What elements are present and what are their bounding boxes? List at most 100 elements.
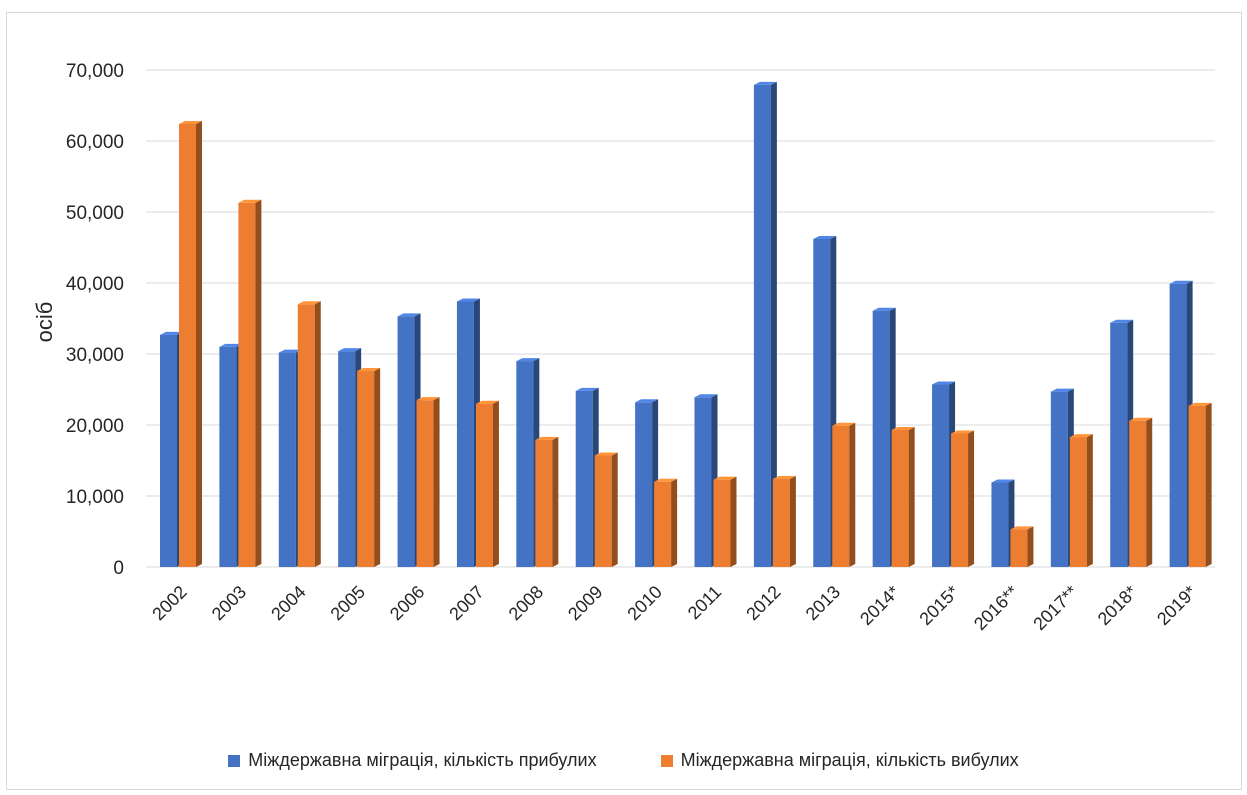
bar-face: [832, 425, 850, 567]
bar-side: [1086, 434, 1093, 567]
bar-departures: [654, 478, 678, 567]
x-tick-label: 2019*: [1153, 582, 1200, 629]
y-tick-label: 30,000: [66, 345, 124, 366]
bar-face: [338, 351, 356, 567]
bar-top: [397, 313, 421, 317]
y-axis-label: осіб: [32, 302, 57, 343]
y-tick-label: 40,000: [66, 274, 124, 295]
bar-top: [891, 426, 915, 430]
bar-top: [179, 120, 202, 124]
x-tick-label: 2002: [148, 582, 190, 624]
bar-top: [297, 301, 321, 305]
bar-departures: [238, 199, 262, 567]
y-tick-label: 50,000: [66, 203, 124, 224]
bar-face: [1188, 405, 1206, 567]
bar-face: [813, 238, 831, 568]
bar-face: [594, 455, 612, 567]
bar-top: [654, 478, 678, 482]
bar-arrivals: [694, 394, 718, 567]
bar-side: [374, 368, 381, 567]
bar-top: [753, 81, 777, 85]
bar-top: [1129, 417, 1153, 421]
bar-face: [397, 316, 415, 567]
bar-face: [753, 84, 771, 567]
bar-face: [635, 402, 653, 567]
bar-face: [1010, 529, 1028, 567]
bar-departures: [772, 475, 796, 567]
y-tick-label: 0: [113, 558, 124, 579]
bar-side: [789, 475, 796, 567]
legend-swatch-departures: [660, 754, 673, 767]
bar-top: [1050, 388, 1074, 392]
bar-top: [951, 430, 975, 434]
bar-departures: [416, 397, 440, 567]
bars: [160, 81, 1212, 568]
bar-top: [160, 331, 183, 335]
x-tick-label: 2015*: [915, 582, 962, 629]
x-tick-label: 2004: [267, 582, 309, 624]
bar-top: [516, 358, 540, 362]
x-tick-label: 2005: [327, 582, 369, 624]
x-tick-label: 2003: [208, 582, 250, 624]
y-axis-ticks: 0 10,000 20,000 30,000 40,000 50,000 60,000 70,…: [66, 61, 124, 579]
bar-departures: [1129, 417, 1153, 567]
bar-face: [951, 433, 969, 567]
bar-side: [492, 400, 499, 567]
bar-side: [314, 301, 321, 567]
bar-top: [338, 348, 362, 352]
bar-face: [694, 397, 712, 567]
bar-arrivals: [1110, 319, 1134, 567]
y-tick-label: 60,000: [66, 132, 124, 153]
bar-top: [456, 298, 480, 302]
bar-side: [1205, 402, 1212, 567]
bar-top: [1188, 402, 1212, 406]
x-tick-label: 2010: [623, 582, 665, 624]
bar-side: [730, 476, 737, 567]
bar-face: [179, 123, 196, 568]
x-tick-label: 2011: [684, 582, 726, 624]
bar-departures: [535, 436, 559, 567]
bar-departures: [357, 368, 381, 567]
bar-side: [968, 430, 975, 567]
bar-face: [1069, 437, 1087, 567]
bar-side: [849, 422, 856, 567]
bar-side: [611, 452, 618, 567]
bar-face: [1129, 420, 1147, 567]
bar-side: [255, 199, 262, 567]
x-tick-label: 2009: [564, 582, 606, 624]
bar-top: [535, 436, 559, 440]
x-axis-ticks: 2002 2003 2004 2005 2006 2007 2008 2009 2010 2011…: [148, 582, 1200, 634]
bar-top: [238, 199, 262, 203]
bar-top: [1010, 526, 1034, 530]
bar-face: [160, 334, 177, 567]
legend-item-departures: Міждержавна міграція, кількість вибулих: [660, 750, 1019, 771]
bar-side: [433, 397, 440, 567]
bar-top: [1169, 280, 1193, 284]
bar-top: [772, 475, 796, 479]
bar-top: [713, 476, 737, 480]
bar-side: [770, 81, 777, 567]
bar-face: [654, 481, 672, 567]
bar-face: [238, 202, 256, 567]
x-tick-label: 2013: [802, 582, 844, 624]
bar-arrivals: [753, 81, 777, 567]
bar-side: [1146, 417, 1153, 567]
bar-top: [694, 394, 718, 398]
bar-top: [1110, 319, 1134, 323]
bar-face: [297, 304, 315, 567]
bar-face: [278, 352, 296, 567]
x-tick-label: 2014*: [856, 582, 903, 629]
bar-face: [891, 429, 909, 567]
bar-top: [475, 400, 499, 404]
bar-departures: [1010, 526, 1034, 567]
bar-face: [713, 479, 731, 567]
bar-departures: [713, 476, 737, 567]
bar-departures: [891, 426, 915, 567]
legend-item-arrivals: Міждержавна міграція, кількість прибулих: [228, 750, 597, 771]
bar-face: [535, 439, 553, 567]
bar-top: [278, 349, 302, 353]
y-tick-label: 70,000: [66, 61, 124, 82]
bar-top: [832, 422, 856, 426]
y-tick-label: 20,000: [66, 416, 124, 437]
x-tick-label: 2017**: [1029, 582, 1081, 634]
